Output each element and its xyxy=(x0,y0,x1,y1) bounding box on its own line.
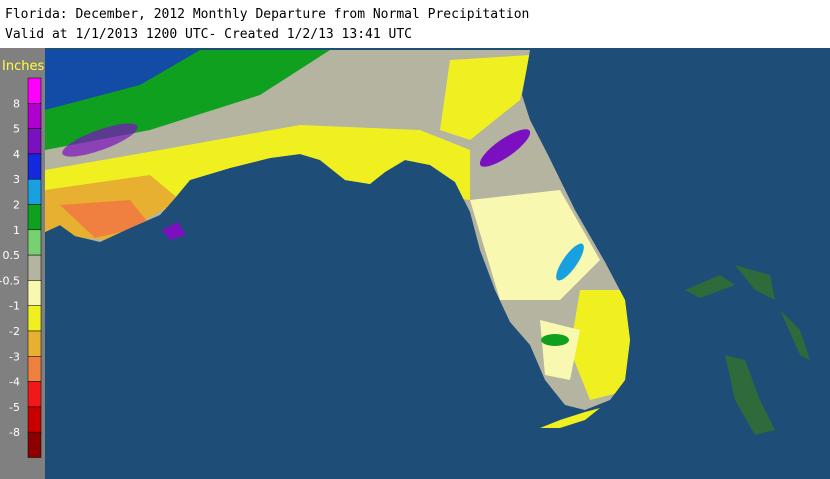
legend-swatch xyxy=(27,77,42,104)
keys xyxy=(540,408,600,428)
legend-label: 2 xyxy=(13,199,20,212)
legend-swatch xyxy=(27,356,42,382)
legend-swatch xyxy=(27,128,42,155)
island xyxy=(162,222,186,240)
legend-label: -1 xyxy=(9,300,20,313)
legend: 8 5 4 3 2 1 0.5 -0.5 -1 -2 -3 -4 -5 -8 xyxy=(0,77,42,458)
legend-label: -2 xyxy=(9,325,20,338)
legend-label: -4 xyxy=(9,376,20,389)
legend-swatch xyxy=(27,153,42,180)
title: Florida: December, 2012 Monthly Departur… xyxy=(5,7,529,22)
legend-label: 8 xyxy=(13,97,20,110)
legend-swatch xyxy=(27,330,42,357)
subtitle: Valid at 1/1/2013 1200 UTC- Created 1/2/… xyxy=(5,27,412,42)
legend-title: Inches xyxy=(2,59,44,74)
legend-label: 1 xyxy=(13,224,20,237)
legend-swatch xyxy=(27,178,42,205)
legend-swatch xyxy=(27,254,42,281)
legend-swatch xyxy=(27,229,42,256)
legend-label: -5 xyxy=(9,401,20,414)
legend-swatch xyxy=(27,204,42,231)
legend-swatch xyxy=(27,406,42,433)
legend-label: 4 xyxy=(13,148,20,161)
legend-swatch xyxy=(27,431,42,458)
legend-swatch xyxy=(27,305,42,332)
legend-label: -3 xyxy=(9,350,20,363)
legend-label: 3 xyxy=(13,173,20,186)
legend-label: -0.5 xyxy=(0,274,20,287)
legend-swatch xyxy=(27,280,42,306)
legend-swatch xyxy=(27,103,42,129)
legend-swatch xyxy=(27,381,42,408)
legend-label: 5 xyxy=(13,123,20,136)
bahamas xyxy=(685,265,810,435)
legend-label: 0.5 xyxy=(3,249,21,262)
legend-label: -8 xyxy=(9,426,20,439)
